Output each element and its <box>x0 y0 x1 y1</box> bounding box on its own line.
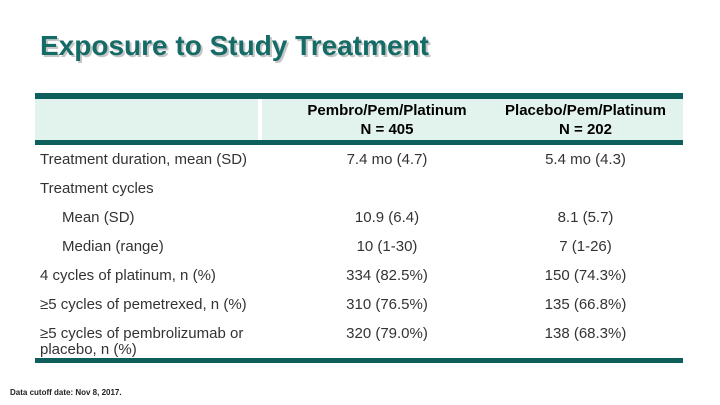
col-header-placebo-n: N = 202 <box>559 120 612 138</box>
placebo-value <box>512 174 683 181</box>
row-label: Median (range) <box>62 238 164 255</box>
placebo-value: 8.1 (5.7) <box>557 209 614 226</box>
table-header-row: Pembro/Pem/Platinum N = 405 Placebo/Pem/… <box>35 99 683 140</box>
col-header-placebo: Placebo/Pem/Platinum N = 202 <box>505 101 683 139</box>
exposure-table: Pembro/Pem/Platinum N = 405 Placebo/Pem/… <box>35 93 683 363</box>
row-label: Mean (SD) <box>62 209 135 226</box>
col-header-pembro: Pembro/Pem/Platinum N = 405 <box>262 101 512 139</box>
table-row: Treatment cycles <box>35 174 683 203</box>
table-row: Median (range) 10 (1-30) 7 (1-26) <box>35 232 683 261</box>
table-row: Treatment duration, mean (SD) 7.4 mo (4.7… <box>35 145 683 174</box>
header-stub-cell <box>35 99 258 140</box>
footnote: Data cutoff date: Nov 8, 2017. <box>10 388 122 397</box>
row-label: Treatment cycles <box>40 180 154 197</box>
table-body: Treatment duration, mean (SD) 7.4 mo (4.7… <box>35 145 683 358</box>
header-column-separator <box>258 99 262 140</box>
pembro-value <box>262 174 512 181</box>
placebo-value: 5.4 mo (4.3) <box>545 151 626 168</box>
pembro-value: 310 (76.5%) <box>346 296 428 313</box>
table-bottom-rule <box>35 358 683 363</box>
table-row: Mean (SD) 10.9 (6.4) 8.1 (5.7) <box>35 203 683 232</box>
col-header-placebo-arm: Placebo/Pem/Platinum <box>505 101 666 119</box>
pembro-value: 334 (82.5%) <box>346 267 428 284</box>
placebo-value: 150 (74.3%) <box>544 267 627 284</box>
table-row: ≥5 cycles of pembrolizumab or placebo, n… <box>35 319 683 358</box>
col-header-pembro-arm: Pembro/Pem/Platinum <box>307 101 467 119</box>
pembro-value: 10 (1-30) <box>356 238 418 255</box>
pembro-value: 320 (79.0%) <box>346 325 428 342</box>
col-header-pembro-n: N = 405 <box>360 120 414 138</box>
placebo-value: 135 (66.8%) <box>544 296 627 313</box>
header-bottom-rule <box>35 140 683 145</box>
page-title: Exposure to Study Treatment <box>40 30 429 61</box>
row-label: Treatment duration, mean (SD) <box>40 151 248 168</box>
placebo-value: 138 (68.3%) <box>544 325 627 342</box>
pembro-value: 7.4 mo (4.7) <box>346 151 428 168</box>
table-row: 4 cycles of platinum, n (%) 334 (82.5%) 15… <box>35 261 683 290</box>
pembro-value: 10.9 (6.4) <box>354 209 420 226</box>
table-top-rule <box>35 93 683 99</box>
row-label: ≥5 cycles of pembrolizumab or placebo, n… <box>40 325 244 358</box>
table-row: ≥5 cycles of pemetrexed, n (%) 310 (76.5%… <box>35 290 683 319</box>
row-label: ≥5 cycles of pemetrexed, n (%) <box>40 296 247 313</box>
placebo-value: 7 (1-26) <box>559 238 612 255</box>
row-label: 4 cycles of platinum, n (%) <box>40 267 216 284</box>
